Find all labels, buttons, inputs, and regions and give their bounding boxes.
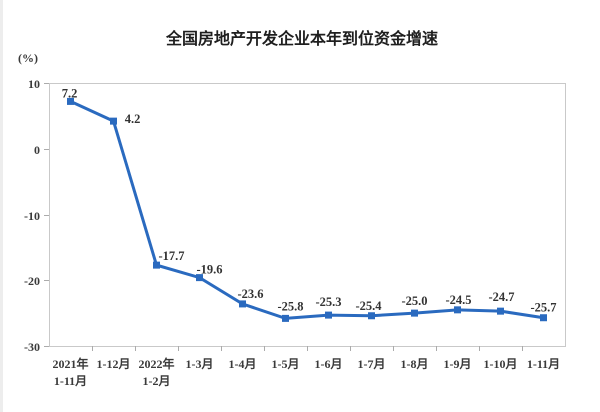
data-point xyxy=(153,261,160,269)
x-axis-tick-label: 1-10月 xyxy=(484,357,518,371)
data-point-label: -17.7 xyxy=(158,249,184,263)
data-point xyxy=(282,314,289,322)
data-point-label: 7.2 xyxy=(62,86,78,100)
x-axis-tick-label: 1-9月 xyxy=(444,357,472,371)
data-point-label: -23.6 xyxy=(237,287,263,301)
data-point xyxy=(325,311,332,319)
x-axis-tick-label: 2022年 1-2月 xyxy=(138,356,174,388)
x-axis-tick-label: 2021年 1-11月 xyxy=(52,356,88,388)
data-point-label: -19.6 xyxy=(196,263,222,277)
y-axis-tick-label: -10 xyxy=(24,209,40,223)
data-point-label: -24.7 xyxy=(488,290,514,304)
data-point-label: 4.2 xyxy=(125,112,141,126)
data-point xyxy=(110,117,117,125)
data-point-label: -25.7 xyxy=(530,301,556,315)
y-axis-unit-label: (%) xyxy=(18,51,38,65)
plot-area: 10 0 -10 -20 -30 2021年 1-11月 1-12月 2022年 1-2月 1-3月… xyxy=(24,77,566,388)
data-line xyxy=(69,100,544,320)
data-point-label: -25.8 xyxy=(277,299,303,313)
x-axis-tick-label: 1-3月 xyxy=(186,357,214,371)
data-point xyxy=(239,300,246,308)
x-axis-tick-label: 1-8月 xyxy=(401,357,429,371)
data-point-label: -25.4 xyxy=(355,299,382,313)
data-point xyxy=(411,309,418,317)
page-left-edge xyxy=(0,0,3,412)
x-axis-tick-label: 1-12月 xyxy=(97,357,131,371)
chart-title: 全国房地产开发企业本年到位资金增速 xyxy=(165,29,438,48)
data-point-label: -24.5 xyxy=(445,293,471,307)
y-axis-tick-label: 10 xyxy=(28,77,40,91)
data-point-label: -25.0 xyxy=(401,294,427,308)
data-point xyxy=(497,307,504,315)
x-axis-tick-label: 1-6月 xyxy=(315,357,343,371)
x-axis-tick-label: 1-5月 xyxy=(272,357,300,371)
data-point xyxy=(540,314,547,322)
y-axis-tick-label: -30 xyxy=(24,340,40,354)
x-axis-tick-label: 1-4月 xyxy=(229,357,257,371)
data-point-label: -25.3 xyxy=(315,295,341,309)
data-point xyxy=(67,97,74,105)
x-axis-tick-label: 1-11月 xyxy=(527,357,560,371)
x-axis-tick-label: 1-7月 xyxy=(358,357,386,371)
data-point xyxy=(454,306,461,314)
data-point xyxy=(196,274,203,282)
y-axis-tick-label: 0 xyxy=(34,143,40,157)
data-point xyxy=(368,312,375,320)
y-axis-tick-label: -20 xyxy=(24,274,40,288)
